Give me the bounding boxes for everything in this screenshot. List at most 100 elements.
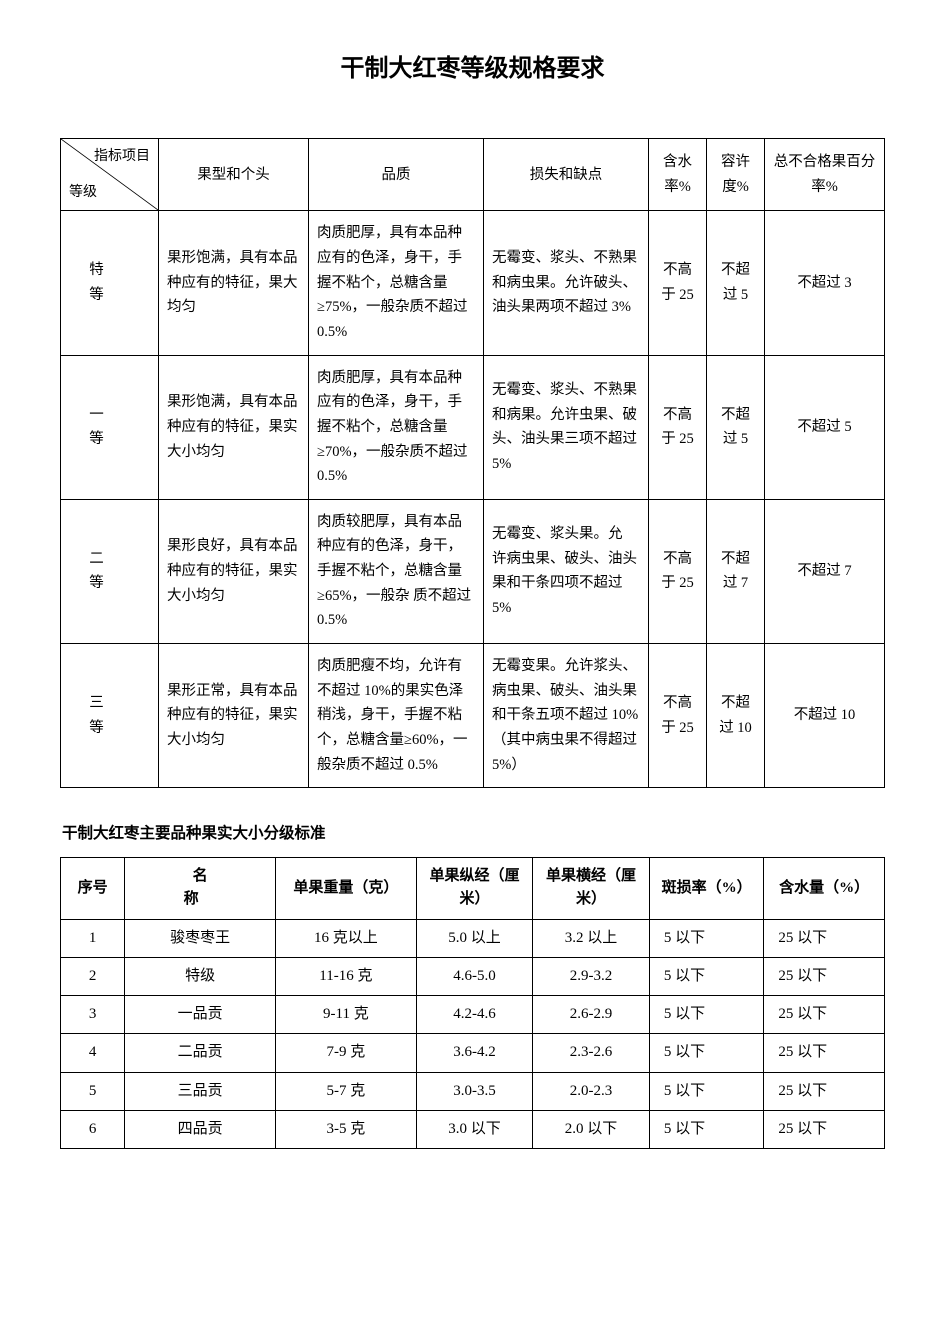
fail-cell: 不超过 5 [765,355,885,499]
col-quality-header: 品质 [309,139,484,211]
weight-cell: 7-9 克 [276,1034,417,1072]
table-row: 5 三品贡 5-7 克 3.0-3.5 2.0-2.3 5 以下 25 以下 [61,1072,885,1110]
col-fail-header: 总不合格果百分率% [765,139,885,211]
defect-cell: 无霉变果。允许浆头、病虫果、破头、油头果和干条五项不超过 10%（其中病虫果不得… [484,644,649,788]
col-shape-header: 果型和个头 [159,139,309,211]
len-cell: 4.2-4.6 [416,996,533,1034]
table-row: 三等 果形正常，具有本品种应有的特征，果实大小均匀 肉质肥瘦不均，允许有不超过 … [61,644,885,788]
no-cell: 6 [61,1110,125,1148]
damage-cell: 5 以下 [649,1110,764,1148]
diag-header-top: 指标项目 [94,145,150,169]
water-cell: 不高于 25 [649,211,707,355]
shape-cell: 果形饱满，具有本品种应有的特征，果大均匀 [159,211,309,355]
col-water2-header: 含水量（%） [764,858,885,920]
col-wid-header: 单果横经（厘米） [533,858,650,920]
fail-cell: 不超过 3 [765,211,885,355]
water2-cell: 25 以下 [764,919,885,957]
col-no-header: 序号 [61,858,125,920]
defect-cell: 无霉变、浆头果。允 许病虫果、破头、油头果和干条四项不超过 5% [484,499,649,643]
water2-cell: 25 以下 [764,1034,885,1072]
wid-cell: 2.3-2.6 [533,1034,650,1072]
shape-cell: 果形饱满，具有本品种应有的特征，果实大小均匀 [159,355,309,499]
shape-cell: 果形正常，具有本品种应有的特征，果实大小均匀 [159,644,309,788]
table-row: 1 骏枣枣王 16 克以上 5.0 以上 3.2 以上 5 以下 25 以下 [61,919,885,957]
tolerance-cell: 不超过 5 [707,211,765,355]
wid-cell: 3.2 以上 [533,919,650,957]
damage-cell: 5 以下 [649,996,764,1034]
tolerance-cell: 不超过 7 [707,499,765,643]
len-cell: 3.0 以下 [416,1110,533,1148]
no-cell: 4 [61,1034,125,1072]
col-weight-header: 单果重量（克） [276,858,417,920]
no-cell: 5 [61,1072,125,1110]
no-cell: 2 [61,957,125,995]
quality-cell: 肉质肥厚，具有本品种应有的色泽，身干，手握不粘个，总糖含量≥75%，一般杂质不超… [309,211,484,355]
table-header-row: 指标项目 等级 果型和个头 品质 损失和缺点 含水率% 容许度% 总不合格果百分… [61,139,885,211]
weight-cell: 5-7 克 [276,1072,417,1110]
water2-cell: 25 以下 [764,1072,885,1110]
col-water-header: 含水率% [649,139,707,211]
weight-cell: 11-16 克 [276,957,417,995]
table-row: 二等 果形良好，具有本品种应有的特征，果实大小均匀 肉质较肥厚，具有本品种应有的… [61,499,885,643]
damage-cell: 5 以下 [649,957,764,995]
table-row: 2 特级 11-16 克 4.6-5.0 2.9-3.2 5 以下 25 以下 [61,957,885,995]
no-cell: 1 [61,919,125,957]
weight-cell: 3-5 克 [276,1110,417,1148]
size-table-subtitle: 干制大红枣主要品种果实大小分级标准 [62,822,885,847]
no-cell: 3 [61,996,125,1034]
col-damage-header: 斑损率（%） [649,858,764,920]
fail-cell: 不超过 7 [765,499,885,643]
col-tolerance-header: 容许度% [707,139,765,211]
table-row: 一等 果形饱满，具有本品种应有的特征，果实大小均匀 肉质肥厚，具有本品种应有的色… [61,355,885,499]
size-grading-table: 序号 名 称 单果重量（克） 单果纵经（厘米） 单果横经（厘米） 斑损率（%） … [60,857,885,1149]
water-cell: 不高于 25 [649,644,707,788]
diagonal-header-cell: 指标项目 等级 [61,139,159,211]
name-cell: 四品贡 [125,1110,276,1148]
len-cell: 5.0 以上 [416,919,533,957]
damage-cell: 5 以下 [649,1072,764,1110]
name-cell: 特级 [125,957,276,995]
wid-cell: 2.0 以下 [533,1110,650,1148]
weight-cell: 16 克以上 [276,919,417,957]
table-row: 特等 果形饱满，具有本品种应有的特征，果大均匀 肉质肥厚，具有本品种应有的色泽，… [61,211,885,355]
damage-cell: 5 以下 [649,1034,764,1072]
shape-cell: 果形良好，具有本品种应有的特征，果实大小均匀 [159,499,309,643]
name-cell: 一品贡 [125,996,276,1034]
len-cell: 3.0-3.5 [416,1072,533,1110]
weight-cell: 9-11 克 [276,996,417,1034]
defect-cell: 无霉变、浆头、不熟果和病虫果。允许破头、油头果两项不超过 3% [484,211,649,355]
col-name-header: 名 称 [125,858,276,920]
damage-cell: 5 以下 [649,919,764,957]
grade-cell: 三等 [61,644,159,788]
quality-cell: 肉质肥厚，具有本品种应有的色泽，身干，手握不粘个，总糖含量≥70%，一般杂质不超… [309,355,484,499]
wid-cell: 2.0-2.3 [533,1072,650,1110]
table-row: 4 二品贡 7-9 克 3.6-4.2 2.3-2.6 5 以下 25 以下 [61,1034,885,1072]
diag-header-bottom: 等级 [69,181,97,205]
name-cell: 三品贡 [125,1072,276,1110]
tolerance-cell: 不超过 5 [707,355,765,499]
name-cell: 骏枣枣王 [125,919,276,957]
table-row: 6 四品贡 3-5 克 3.0 以下 2.0 以下 5 以下 25 以下 [61,1110,885,1148]
len-cell: 4.6-5.0 [416,957,533,995]
grade-cell: 特等 [61,211,159,355]
water2-cell: 25 以下 [764,957,885,995]
water-cell: 不高于 25 [649,355,707,499]
name-cell: 二品贡 [125,1034,276,1072]
col-len-header: 单果纵经（厘米） [416,858,533,920]
water2-cell: 25 以下 [764,1110,885,1148]
defect-cell: 无霉变、浆头、不熟果和病果。允许虫果、破头、油头果三项不超过 5% [484,355,649,499]
water-cell: 不高于 25 [649,499,707,643]
col-defect-header: 损失和缺点 [484,139,649,211]
wid-cell: 2.6-2.9 [533,996,650,1034]
quality-cell: 肉质较肥厚，具有本品种应有的色泽，身干，手握不粘个，总糖含量≥65%，一般杂 质… [309,499,484,643]
table-header-row: 序号 名 称 单果重量（克） 单果纵经（厘米） 单果横经（厘米） 斑损率（%） … [61,858,885,920]
page-title: 干制大红枣等级规格要求 [60,50,885,88]
water2-cell: 25 以下 [764,996,885,1034]
wid-cell: 2.9-3.2 [533,957,650,995]
tolerance-cell: 不超过 10 [707,644,765,788]
quality-cell: 肉质肥瘦不均，允许有不超过 10%的果实色泽稍浅，身干，手握不粘个，总糖含量≥6… [309,644,484,788]
grade-spec-table: 指标项目 等级 果型和个头 品质 损失和缺点 含水率% 容许度% 总不合格果百分… [60,138,885,788]
grade-cell: 二等 [61,499,159,643]
grade-cell: 一等 [61,355,159,499]
fail-cell: 不超过 10 [765,644,885,788]
